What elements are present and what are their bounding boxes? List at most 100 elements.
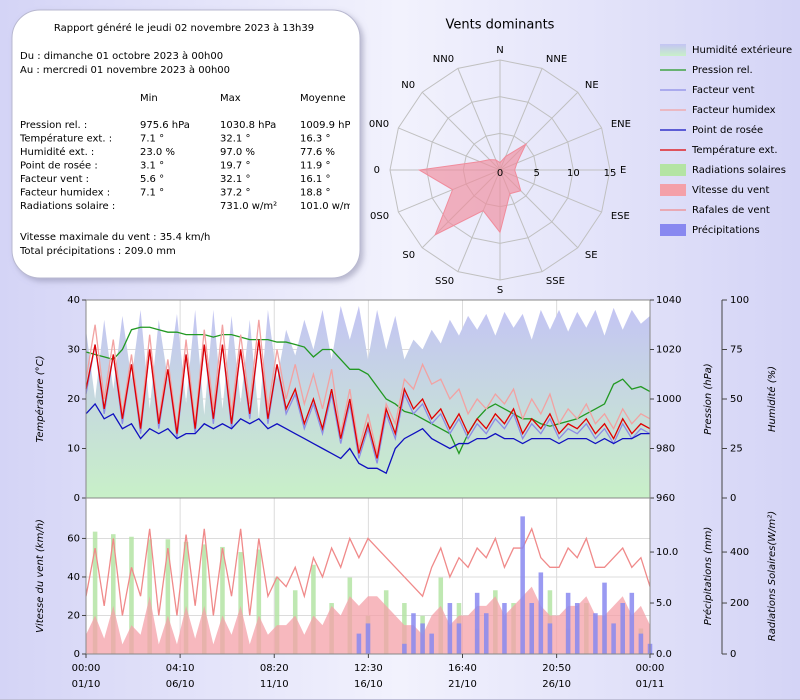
bar [638, 633, 644, 654]
line [85, 527, 651, 616]
radar-category-label: NN0 [433, 54, 454, 65]
radar-spoke [421, 91, 501, 171]
stats-column-header: Max [220, 93, 241, 104]
stats-row-label: Humidité ext. : [20, 146, 94, 158]
bar [365, 623, 371, 654]
y2-tick-label: 5.0 [656, 598, 672, 609]
radar-tick-label: 0 [497, 168, 503, 179]
legend-label: Rafales de vent [692, 205, 770, 216]
radar-category-label: SS0 [435, 276, 454, 287]
bar [420, 623, 425, 654]
legend-label: Vitesse du vent [692, 185, 769, 196]
axis-title: Précipitations (mm) [702, 527, 714, 626]
bar [220, 546, 225, 654]
axis-title: Pression (hPa) [703, 363, 714, 434]
legend-label: Facteur humidex [692, 105, 776, 116]
y2-tick-label: 1000 [656, 394, 681, 405]
x-tick-label: 00:00 [72, 663, 101, 674]
line [85, 402, 650, 475]
area [86, 586, 650, 654]
stats-column-header: Moyenne [300, 93, 346, 104]
bar [620, 603, 625, 654]
stats-cell: 77.6 % [300, 147, 335, 158]
radar-spoke [499, 68, 543, 171]
y3-tick-label: 100 [730, 295, 749, 306]
radar-category-label: NNE [546, 54, 567, 65]
legend-label: Précipitations [692, 224, 760, 236]
x-tick-label: 00:00 [636, 663, 665, 674]
y3-tick-label: 400 [730, 547, 749, 558]
y2-tick-label: 1040 [656, 295, 681, 306]
radar-spoke [457, 68, 501, 171]
bar [411, 613, 416, 654]
bar [574, 603, 580, 654]
radar-category-label: NE [585, 80, 599, 91]
radar-category-label: S0 [402, 250, 415, 261]
stats-cell: 32.1 ° [220, 134, 250, 145]
y3-tick-label: 0 [730, 493, 736, 504]
y2-tick-label: 1020 [656, 345, 681, 356]
radar-area [417, 142, 528, 236]
stats-cell: 16.1 ° [300, 174, 330, 185]
bar [629, 592, 635, 654]
y3-tick-label: 50 [730, 394, 743, 405]
bar [547, 623, 553, 654]
bar [274, 577, 280, 654]
bar [356, 633, 362, 654]
x-tick-date: 06/10 [166, 679, 195, 690]
stats-cell: 5.6 ° [140, 174, 164, 185]
legend-swatch [660, 164, 686, 176]
y2-tick-label: 980 [656, 444, 675, 455]
legend-label: Point de rosée [692, 124, 763, 136]
report-generated: Rapport généré le jeudi 02 novembre 2023… [54, 22, 314, 34]
stats-row-label: Point de rosée : [20, 160, 98, 172]
bar [429, 633, 434, 654]
radar-category-label: S [497, 285, 503, 296]
legend-label: Pression rel. [692, 65, 753, 76]
y2-tick-label: 960 [656, 493, 675, 504]
radar-category-label: N [496, 45, 503, 56]
stats-cell: 23.0 % [140, 147, 175, 158]
bar [474, 592, 480, 654]
y3-tick-label: 25 [730, 444, 743, 455]
axis-title: Radiations Solaires(W/m²) [767, 511, 778, 641]
legend-label: Facteur vent [692, 85, 755, 96]
axis-title: Température (°C) [34, 356, 46, 443]
summary: Rapport généré le jeudi 02 novembre 2023… [19, 22, 357, 257]
stats-cell: 11.9 ° [300, 161, 330, 172]
summary-box [11, 9, 361, 279]
stats-cell: 97.0 % [220, 147, 255, 158]
y-tick-label: 60 [67, 533, 80, 544]
line [85, 326, 651, 456]
area [86, 305, 650, 498]
stats-cell: 1009.9 hPa [300, 120, 356, 131]
radar-category-label: SE [585, 250, 598, 261]
total-rain: Total précipitations : 209.0 mm [19, 245, 176, 257]
x-tick-label: 16:40 [448, 663, 477, 674]
x-tick-label: 12:30 [354, 663, 383, 674]
stats-cell: 7.1 ° [140, 188, 164, 199]
x-tick-date: 21/10 [448, 679, 477, 690]
y3-tick-label: 200 [730, 598, 749, 609]
bar [529, 603, 535, 654]
y-tick-label: 20 [67, 610, 80, 621]
report-from: Du : dimanche 01 octobre 2023 à 00h00 [20, 50, 223, 62]
max-wind: Vitesse maximale du vent : 35.4 km/h [20, 232, 210, 243]
line [85, 319, 651, 454]
bar [92, 531, 98, 654]
bar [502, 603, 507, 654]
bar [565, 592, 571, 654]
stats-cell: 101.0 w/m² [300, 201, 357, 212]
y-tick-label: 30 [67, 345, 80, 356]
stats-column-header: Min [140, 93, 158, 104]
y-tick-label: 0 [74, 493, 80, 504]
report-to: Au : mercredi 01 novembre 2023 à 00h00 [20, 64, 230, 76]
bar [165, 539, 171, 654]
legend-label: Humidité extérieure [692, 44, 792, 56]
y-tick-label: 0 [74, 649, 80, 660]
bar [402, 643, 407, 654]
stats-cell: 16.3 ° [300, 134, 330, 145]
bar [593, 613, 598, 654]
radar-category-label: ESE [611, 211, 630, 222]
